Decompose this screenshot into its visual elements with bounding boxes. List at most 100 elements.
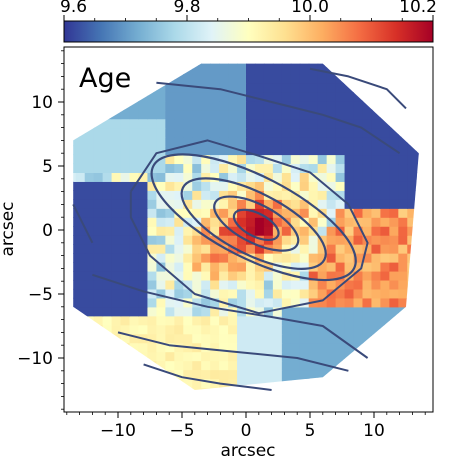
spaxel: [165, 190, 175, 200]
spaxel: [147, 279, 157, 290]
spaxel: [147, 100, 157, 111]
spaxel: [290, 118, 301, 129]
spaxel: [389, 253, 399, 263]
spaxel: [263, 63, 274, 66]
spaxel: [111, 297, 122, 308]
spaxel: [263, 279, 274, 290]
spaxel: [219, 145, 229, 156]
spaxel: [228, 145, 238, 156]
spaxel: [380, 226, 390, 236]
spaxel: [228, 118, 238, 129]
spaxel: [75, 217, 86, 227]
spaxel: [246, 64, 256, 75]
spaxel: [165, 262, 175, 272]
spaxel: [147, 315, 157, 326]
spaxel: [299, 208, 310, 218]
spaxel: [219, 64, 229, 75]
spaxel: [398, 253, 408, 263]
spaxel: [174, 91, 184, 102]
spaxel: [335, 154, 346, 165]
spaxel: [281, 342, 292, 353]
spaxel: [407, 226, 417, 236]
spaxel: [73, 190, 77, 200]
spaxel: [398, 172, 408, 182]
spaxel: [73, 217, 77, 227]
spaxel: [246, 324, 256, 335]
spaxel: [147, 297, 157, 308]
spaxel: [120, 226, 131, 236]
spaxel: [299, 100, 310, 111]
spaxel: [389, 199, 399, 209]
spaxel: [344, 163, 355, 173]
spaxel: [228, 73, 238, 84]
spaxel: [210, 64, 220, 75]
spaxel: [326, 235, 337, 245]
spaxel: [120, 127, 131, 138]
spaxel: [389, 208, 399, 218]
spaxel: [335, 244, 346, 254]
spaxel: [326, 333, 337, 344]
spaxel: [183, 181, 193, 191]
spaxel: [389, 279, 399, 290]
spaxel: [246, 369, 256, 380]
spaxel: [183, 127, 193, 138]
x-tick-label: 5: [305, 421, 316, 441]
spaxel: [156, 172, 166, 182]
spaxel: [165, 163, 175, 173]
spaxel: [73, 181, 77, 191]
spaxel: [353, 127, 364, 138]
spaxel: [272, 360, 283, 371]
spaxel: [129, 145, 140, 156]
spaxel: [129, 118, 140, 129]
spaxel: [272, 297, 283, 308]
spaxel: [263, 91, 274, 102]
spaxel: [201, 279, 211, 290]
spaxel: [254, 127, 265, 138]
spaxel: [335, 297, 346, 308]
spaxel: [219, 163, 229, 173]
spaxel: [335, 253, 346, 263]
spaxel: [174, 369, 184, 380]
x-tick-label: 10: [363, 421, 385, 441]
spaxel: [183, 235, 193, 245]
spaxel: [299, 244, 310, 254]
spaxel: [219, 154, 229, 165]
spaxel: [407, 172, 417, 182]
spaxel: [183, 279, 193, 290]
spaxel: [174, 181, 184, 191]
spaxel: [120, 324, 131, 335]
spaxel: [263, 369, 274, 380]
spaxel: [147, 91, 157, 102]
spaxel: [290, 136, 301, 147]
spaxel: [138, 136, 149, 147]
contour-ellipse: [232, 208, 280, 242]
x-tick-label: −5: [169, 421, 194, 441]
spaxel: [263, 297, 274, 308]
spaxel: [129, 253, 140, 263]
spaxel: [246, 163, 256, 173]
spaxel: [362, 315, 373, 326]
spaxel: [192, 208, 202, 218]
spaxel: [246, 181, 256, 191]
spaxel: [201, 172, 211, 182]
spaxel: [246, 109, 256, 120]
spaxel: [335, 127, 346, 138]
spaxel: [120, 270, 131, 281]
spaxel: [228, 217, 238, 227]
spaxel: [308, 270, 319, 281]
spaxel: [246, 297, 256, 308]
spaxel: [228, 208, 238, 218]
spaxel: [272, 244, 283, 254]
spaxel: [263, 163, 274, 173]
spaxel: [228, 342, 238, 353]
spaxel: [371, 118, 381, 129]
spaxel: [263, 262, 274, 272]
spaxel: [380, 270, 390, 281]
spaxel: [165, 181, 175, 191]
spaxel: [165, 270, 175, 281]
spaxel: [398, 181, 408, 191]
spaxel: [246, 253, 256, 263]
spaxel: [362, 244, 373, 254]
spaxel: [201, 253, 211, 263]
spaxel: [165, 253, 175, 263]
